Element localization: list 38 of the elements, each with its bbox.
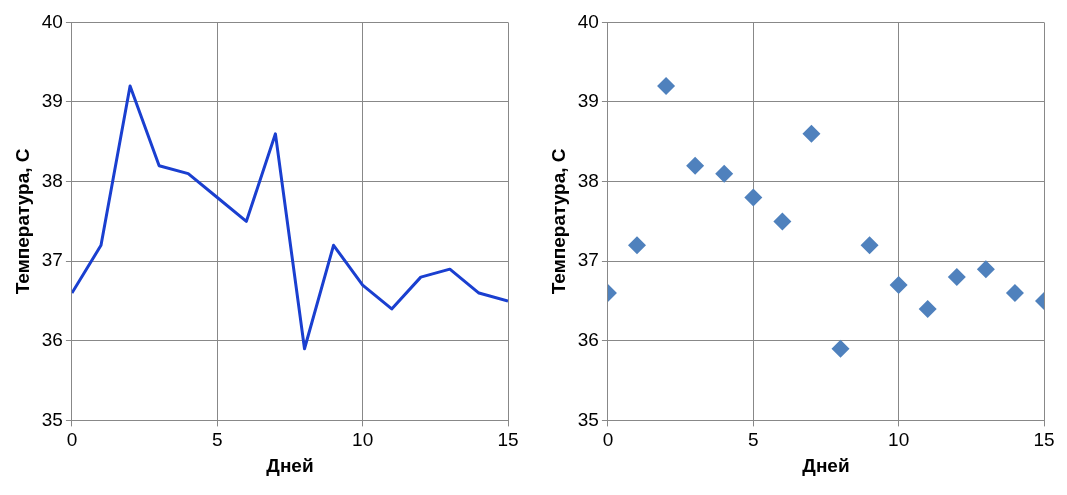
x-tick-label: 5 xyxy=(212,429,223,451)
point xyxy=(918,299,937,318)
y-tick-label: 36 xyxy=(577,329,599,351)
x-tick-label: 0 xyxy=(66,429,78,451)
point xyxy=(628,236,647,255)
point xyxy=(773,212,792,231)
x-axis-title: Дней xyxy=(802,454,850,476)
y-tick-label: 40 xyxy=(577,10,599,32)
x-tick-label: 15 xyxy=(1033,429,1055,451)
x-axis-title: Дней xyxy=(266,454,314,476)
y-tick-label: 40 xyxy=(41,10,63,32)
point xyxy=(657,77,676,96)
point xyxy=(976,260,995,279)
y-axis-title: Температура, С xyxy=(547,148,569,295)
x-tick-label: 5 xyxy=(748,429,759,451)
x-tick-label: 10 xyxy=(352,429,374,451)
y-tick-label: 37 xyxy=(41,249,63,271)
y-tick-label: 38 xyxy=(577,169,599,191)
y-tick-label: 36 xyxy=(41,329,63,351)
y-axis-title: Температура, С xyxy=(11,148,33,295)
y-tick-label: 39 xyxy=(577,90,599,112)
y-tick-label: 39 xyxy=(41,90,63,112)
point xyxy=(831,339,850,358)
point xyxy=(715,164,734,183)
point xyxy=(947,268,966,287)
point xyxy=(889,276,908,295)
x-tick-label: 15 xyxy=(497,429,519,451)
y-tick-label: 37 xyxy=(577,249,599,271)
y-tick-label: 35 xyxy=(41,408,63,430)
point xyxy=(686,156,705,175)
point xyxy=(744,188,763,207)
y-tick-label: 38 xyxy=(41,169,63,191)
y-tick-label: 35 xyxy=(577,408,599,430)
point xyxy=(802,124,821,143)
x-tick-label: 10 xyxy=(888,429,910,451)
x-tick-label: 0 xyxy=(602,429,614,451)
point xyxy=(1005,284,1024,303)
point xyxy=(860,236,879,255)
